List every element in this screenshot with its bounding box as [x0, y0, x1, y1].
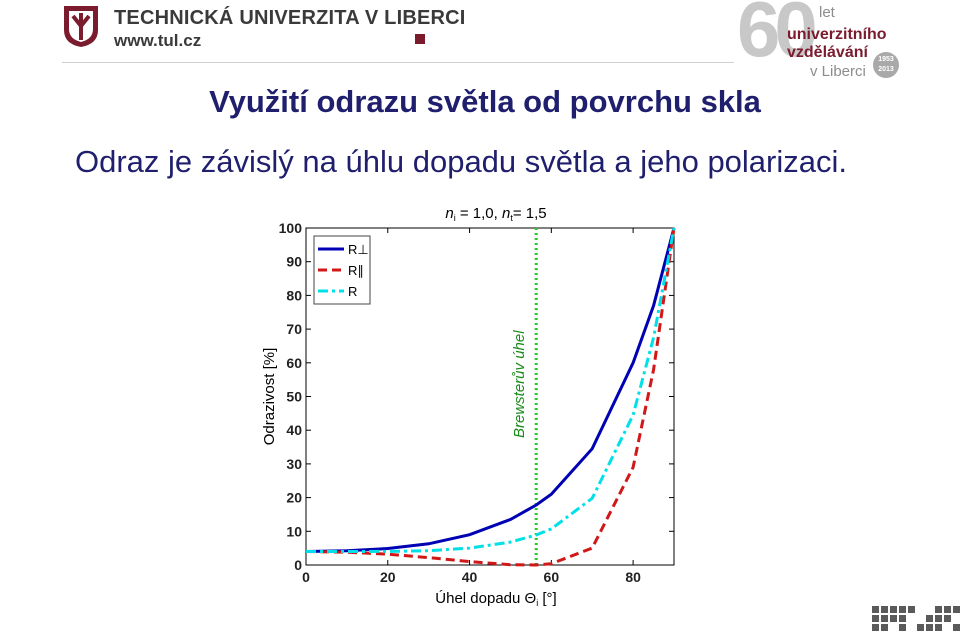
footer-grid-cell	[899, 624, 906, 631]
footer-grid-icon	[872, 606, 960, 636]
x-tick-label: 60	[544, 569, 560, 585]
slide-subtitle: Odraz je závislý na úhlu dopadu světla a…	[75, 144, 848, 179]
y-tick-label: 10	[286, 523, 302, 539]
anniversary-line2: vzdělávání	[787, 44, 868, 61]
footer-grid-cell	[944, 606, 951, 613]
anniversary-line3: v Liberci	[810, 63, 866, 80]
seal-year-end: 2013	[878, 66, 894, 73]
chart-title: ni = 1,0, nt= 1,5	[445, 205, 546, 223]
footer-grid-cell	[944, 615, 951, 622]
legend-label: R	[348, 284, 357, 299]
y-tick-label: 100	[279, 220, 303, 236]
y-tick-label: 40	[286, 422, 302, 438]
footer-grid-cell	[881, 624, 888, 631]
footer-grid-cell	[908, 606, 915, 613]
brewster-angle-label: Brewsterův úhel	[511, 330, 528, 438]
series-line-0	[305, 227, 676, 553]
footer-grid-cell	[890, 615, 897, 622]
anniversary-logo: 60 let univerzitního vzdělávání v Liberc…	[735, 0, 960, 82]
footer-grid-cell	[872, 615, 879, 622]
x-tick-label: 20	[380, 569, 396, 585]
anniversary-number: 60	[737, 0, 818, 73]
footer-grid-cell	[899, 615, 906, 622]
y-tick-label: 50	[286, 389, 302, 405]
anniversary-seal: 1953 2013	[873, 52, 899, 78]
university-website[interactable]: www.tul.cz	[114, 31, 202, 50]
university-name: TECHNICKÁ UNIVERZITA V LIBERCI	[114, 7, 466, 29]
footer-grid-cell	[881, 606, 888, 613]
logo-square-icon	[415, 34, 425, 44]
seal-year-start: 1953	[878, 56, 894, 63]
anniversary-line1: univerzitního	[787, 26, 887, 43]
x-axis-label: Úhel dopadu Θi [°]	[435, 590, 556, 608]
footer-grid-cell	[953, 624, 960, 631]
tul-logo: TECHNICKÁ UNIVERZITA V LIBERCI www.tul.c…	[60, 4, 465, 54]
reflectance-chart: 0 10 20 30 40 50 60 70 80 90 100 0 20 40 60 80 ni = 1,0,…	[246, 196, 686, 616]
tul-emblem-icon	[64, 6, 98, 47]
x-tick-label: 0	[302, 569, 310, 585]
x-tick-label: 80	[625, 569, 641, 585]
y-axis-label: Odrazivost [%]	[261, 348, 278, 446]
chart-svg: 0 10 20 30 40 50 60 70 80 90 100 0 20 40 60 80 ni = 1,0,…	[261, 205, 676, 608]
anniversary-let: let	[819, 4, 835, 21]
slide-title: Využití odrazu světla od povrchu skla	[209, 84, 761, 119]
y-tick-label: 20	[286, 490, 302, 506]
footer-grid-cell	[926, 624, 933, 631]
footer-grid-cell	[953, 606, 960, 613]
y-tick-label: 80	[286, 287, 302, 303]
footer-grid-cell	[935, 615, 942, 622]
x-tick-label: 40	[462, 569, 478, 585]
footer-grid-cell	[917, 624, 924, 631]
footer-grid-cell	[935, 606, 942, 613]
footer-grid-cell	[872, 606, 879, 613]
y-tick-label: 30	[286, 456, 302, 472]
footer-grid-cell	[926, 615, 933, 622]
footer-grid-cell	[935, 624, 942, 631]
y-tick-label: 60	[286, 355, 302, 371]
series-line-1	[305, 227, 676, 567]
legend-label: R⊥	[348, 242, 369, 257]
series-line-2	[306, 227, 676, 553]
footer-grid-cell	[890, 606, 897, 613]
y-tick-label: 70	[286, 321, 302, 337]
y-tick-label: 0	[294, 557, 302, 573]
legend-label: R∥	[348, 263, 364, 278]
footer-grid-cell	[881, 615, 888, 622]
header-divider	[62, 62, 734, 63]
footer-grid-cell	[899, 606, 906, 613]
footer-grid-cell	[872, 624, 879, 631]
y-tick-label: 90	[286, 254, 302, 270]
